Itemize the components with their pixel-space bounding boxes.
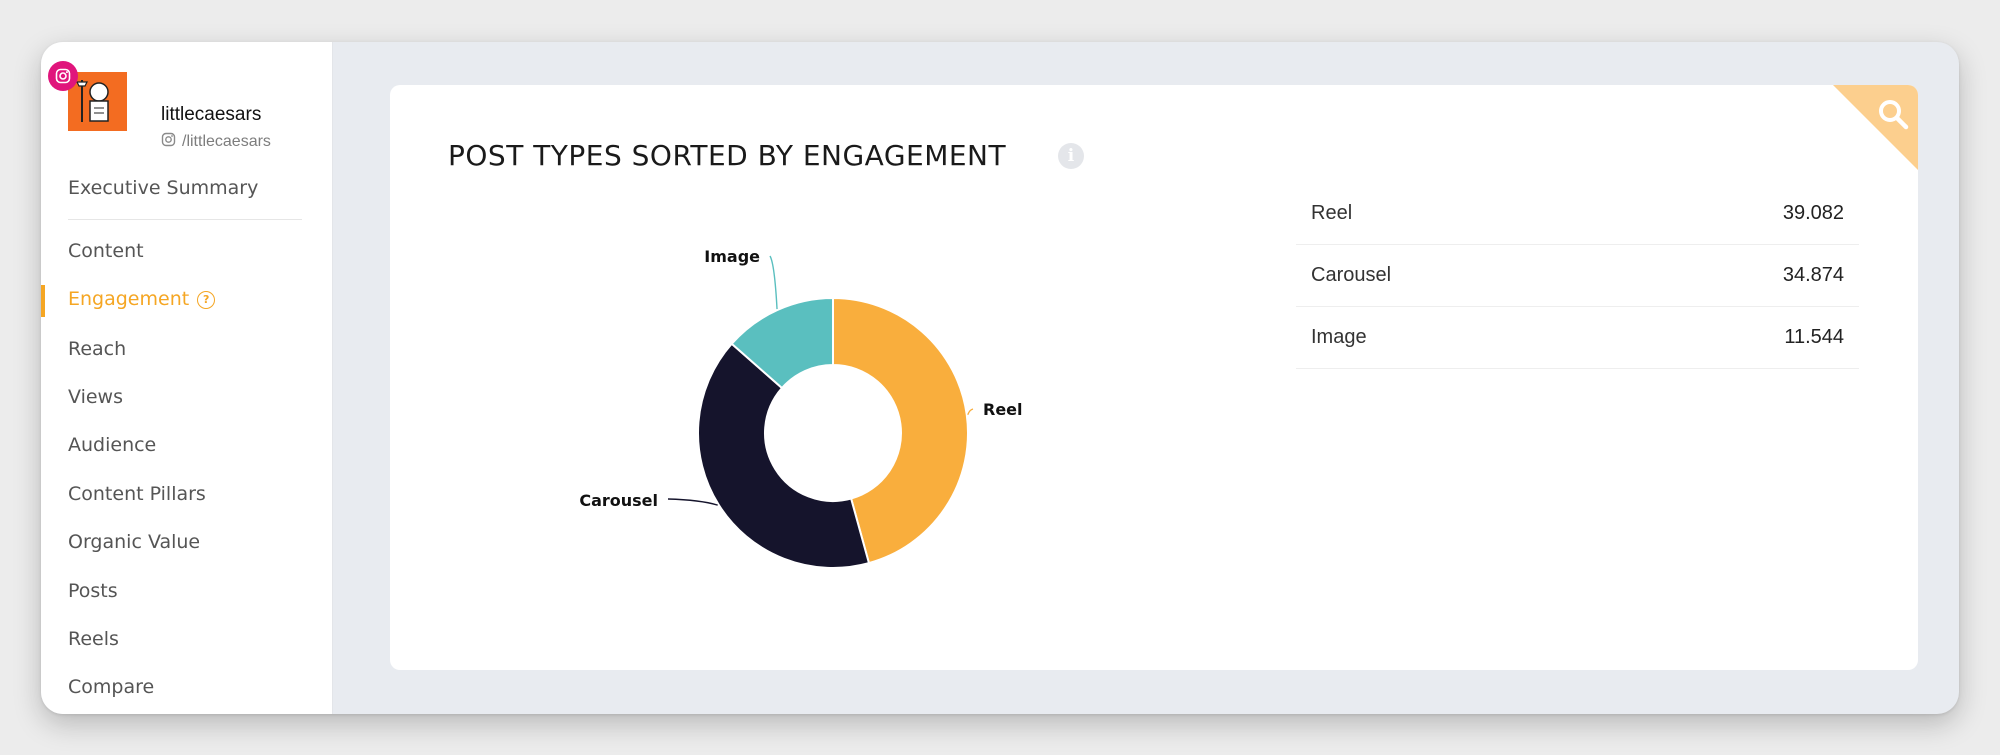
search-icon	[1876, 97, 1910, 135]
sidebar-item-label: Engagement	[68, 288, 190, 310]
slice-label-image: Image	[704, 247, 760, 266]
sidebar-item-label: Audience	[68, 434, 157, 456]
donut-chart: Reel Carousel Image	[579, 247, 1023, 569]
label-connector-reel	[967, 408, 974, 415]
legend-value: 39.082	[1782, 202, 1844, 224]
legend-value: 11.544	[1784, 326, 1844, 348]
donut-slice-reel[interactable]	[832, 296, 969, 565]
sidebar-item-label: Reach	[68, 338, 127, 360]
sidebar-item-reels[interactable]: Reels	[68, 628, 119, 650]
sidebar-item-label: Reels	[68, 628, 119, 650]
sidebar-item-organic-value[interactable]: Organic Value	[68, 531, 200, 553]
info-icon[interactable]: i	[1058, 143, 1084, 169]
sidebar: littlecaesars /littlecaesars Executive S…	[41, 42, 333, 714]
sidebar-item-label: Executive Summary	[68, 177, 259, 199]
sidebar-item-content[interactable]: Content	[68, 240, 144, 262]
instagram-small-icon	[161, 132, 176, 152]
card-title: POST TYPES SORTED BY ENGAGEMENT	[448, 139, 1007, 172]
legend-row-reel: Reel 39.082	[1296, 183, 1859, 245]
active-indicator	[41, 285, 45, 317]
sidebar-divider	[68, 219, 302, 220]
instagram-icon	[48, 61, 78, 91]
help-icon[interactable]: ?	[197, 290, 216, 309]
search-corner[interactable]	[1833, 85, 1918, 170]
sidebar-item-executive-summary[interactable]: Executive Summary	[68, 177, 258, 199]
sidebar-item-engagement[interactable]: Engagement?	[68, 288, 216, 310]
app-window: littlecaesars /littlecaesars Executive S…	[41, 42, 1959, 714]
legend-label: Reel	[1311, 202, 1353, 224]
label-connector-image	[769, 255, 778, 310]
donut-slice-carousel[interactable]	[697, 342, 871, 569]
legend-label: Carousel	[1311, 264, 1392, 286]
profile-name: littlecaesars	[161, 104, 262, 125]
profile-handle-row: /littlecaesars	[161, 132, 271, 152]
sidebar-item-label: Compare	[68, 676, 155, 698]
legend-row-carousel: Carousel 34.874	[1296, 245, 1859, 307]
engagement-card: POST TYPES SORTED BY ENGAGEMENT i Reel Ca…	[390, 85, 1918, 670]
legend-label: Image	[1311, 326, 1367, 348]
legend-value: 34.874	[1782, 264, 1844, 286]
sidebar-item-label: Content Pillars	[68, 483, 206, 505]
sidebar-item-views[interactable]: Views	[68, 386, 123, 408]
avatar	[68, 72, 127, 131]
profile-header[interactable]: littlecaesars /littlecaesars	[68, 72, 328, 150]
label-connector-carousel	[667, 498, 718, 506]
sidebar-item-compare[interactable]: Compare	[68, 676, 154, 698]
sidebar-item-reach[interactable]: Reach	[68, 338, 126, 360]
sidebar-item-content-pillars[interactable]: Content Pillars	[68, 483, 206, 505]
profile-handle: /littlecaesars	[182, 133, 271, 150]
donut-slice-image[interactable]	[730, 296, 834, 390]
slice-label-reel: Reel	[983, 400, 1023, 419]
sidebar-item-label: Organic Value	[68, 531, 201, 553]
legend-table: Reel 39.082 Carousel 34.874 Image 11.544	[1296, 183, 1859, 369]
sidebar-item-posts[interactable]: Posts	[68, 580, 118, 602]
slice-label-carousel: Carousel	[579, 491, 658, 510]
sidebar-item-label: Posts	[68, 580, 118, 602]
sidebar-item-label: Views	[68, 386, 123, 408]
sidebar-item-audience[interactable]: Audience	[68, 434, 156, 456]
legend-row-image: Image 11.544	[1296, 307, 1859, 369]
sidebar-item-label: Content	[68, 240, 144, 262]
